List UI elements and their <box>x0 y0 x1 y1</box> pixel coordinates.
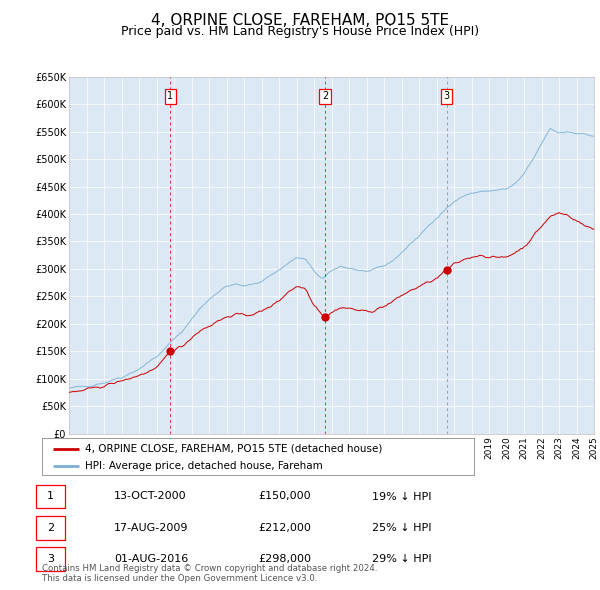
Text: £150,000: £150,000 <box>258 491 311 502</box>
Text: 3: 3 <box>47 554 54 564</box>
Text: 3: 3 <box>443 91 450 101</box>
Text: 4, ORPINE CLOSE, FAREHAM, PO15 5TE (detached house): 4, ORPINE CLOSE, FAREHAM, PO15 5TE (deta… <box>85 444 383 454</box>
Text: 17-AUG-2009: 17-AUG-2009 <box>114 523 188 533</box>
Text: 4, ORPINE CLOSE, FAREHAM, PO15 5TE: 4, ORPINE CLOSE, FAREHAM, PO15 5TE <box>151 13 449 28</box>
Text: £298,000: £298,000 <box>258 554 311 564</box>
Text: 13-OCT-2000: 13-OCT-2000 <box>114 491 187 502</box>
Text: 2: 2 <box>322 91 328 101</box>
Text: HPI: Average price, detached house, Fareham: HPI: Average price, detached house, Fare… <box>85 461 323 471</box>
Text: 29% ↓ HPI: 29% ↓ HPI <box>372 554 431 564</box>
Text: Contains HM Land Registry data © Crown copyright and database right 2024.
This d: Contains HM Land Registry data © Crown c… <box>42 563 377 583</box>
Text: 01-AUG-2016: 01-AUG-2016 <box>114 554 188 564</box>
FancyBboxPatch shape <box>42 438 474 475</box>
Text: 25% ↓ HPI: 25% ↓ HPI <box>372 523 431 533</box>
Text: £212,000: £212,000 <box>258 523 311 533</box>
Text: 1: 1 <box>167 91 173 101</box>
Text: 19% ↓ HPI: 19% ↓ HPI <box>372 491 431 502</box>
Text: 1: 1 <box>47 491 54 502</box>
Text: 2: 2 <box>47 523 54 533</box>
Text: Price paid vs. HM Land Registry's House Price Index (HPI): Price paid vs. HM Land Registry's House … <box>121 25 479 38</box>
